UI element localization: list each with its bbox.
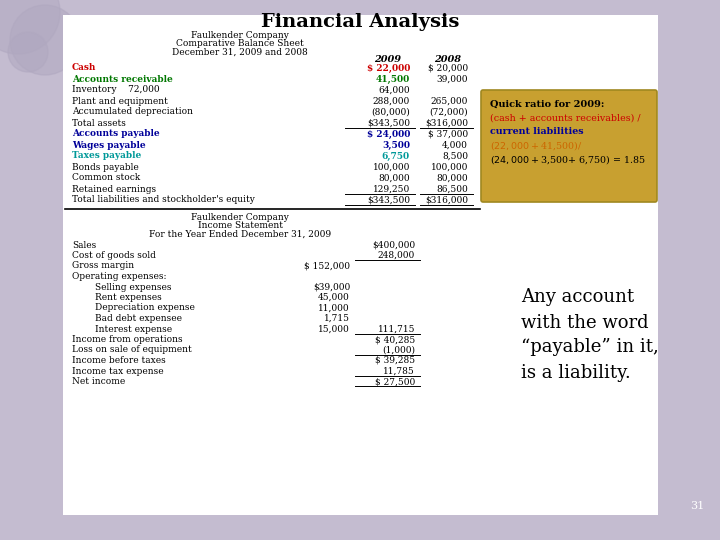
Text: Inventory    72,000: Inventory 72,000 xyxy=(72,85,160,94)
Text: Income from operations: Income from operations xyxy=(72,335,183,344)
Text: 6,750: 6,750 xyxy=(382,152,410,160)
Text: For the Year Ended December 31, 2009: For the Year Ended December 31, 2009 xyxy=(149,230,331,239)
Text: ($24,000+ $3,500+ 6,750) = 1.85: ($24,000+ $3,500+ 6,750) = 1.85 xyxy=(490,153,646,166)
Text: 2008: 2008 xyxy=(434,56,462,64)
Circle shape xyxy=(0,0,60,54)
Text: 2009: 2009 xyxy=(374,56,402,64)
Text: 41,500: 41,500 xyxy=(376,75,410,84)
Text: 45,000: 45,000 xyxy=(318,293,350,302)
Text: (80,000): (80,000) xyxy=(372,107,410,117)
Text: Rent expenses: Rent expenses xyxy=(72,293,162,302)
Text: Sales: Sales xyxy=(72,240,96,249)
Text: Quick ratio for 2009:: Quick ratio for 2009: xyxy=(490,99,604,109)
Text: $ 152,000: $ 152,000 xyxy=(304,261,350,271)
Text: $ 39,285: $ 39,285 xyxy=(375,356,415,365)
Text: Gross margin: Gross margin xyxy=(72,261,134,271)
Text: 15,000: 15,000 xyxy=(318,325,350,334)
Text: Accounts receivable: Accounts receivable xyxy=(72,75,173,84)
Text: Cash: Cash xyxy=(72,64,96,72)
Text: Faulkender Company: Faulkender Company xyxy=(191,213,289,222)
Text: $39,000: $39,000 xyxy=(312,282,350,292)
Text: current liabilities: current liabilities xyxy=(490,127,584,137)
Text: $316,000: $316,000 xyxy=(425,118,468,127)
Text: 11,785: 11,785 xyxy=(383,367,415,375)
Text: 39,000: 39,000 xyxy=(436,75,468,84)
Text: Wages payable: Wages payable xyxy=(72,140,145,150)
Text: $ 24,000: $ 24,000 xyxy=(366,130,410,138)
Text: Faulkender Company: Faulkender Company xyxy=(191,31,289,40)
Text: Operating expenses:: Operating expenses: xyxy=(72,272,166,281)
Text: $343,500: $343,500 xyxy=(367,195,410,205)
Bar xyxy=(63,15,658,515)
Text: 31: 31 xyxy=(690,501,704,511)
Text: 3,500: 3,500 xyxy=(382,140,410,150)
Text: Loss on sale of equipment: Loss on sale of equipment xyxy=(72,346,192,354)
Text: 86,500: 86,500 xyxy=(436,185,468,193)
Text: (cash + accounts receivables) /: (cash + accounts receivables) / xyxy=(490,113,641,123)
Text: (1,000): (1,000) xyxy=(382,346,415,354)
Text: 8,500: 8,500 xyxy=(442,152,468,160)
Text: 265,000: 265,000 xyxy=(431,97,468,105)
Text: 64,000: 64,000 xyxy=(379,85,410,94)
Text: Plant and equipment: Plant and equipment xyxy=(72,97,168,105)
Text: Accumulated depreciation: Accumulated depreciation xyxy=(72,107,193,117)
Text: 4,000: 4,000 xyxy=(442,140,468,150)
Text: 1,715: 1,715 xyxy=(324,314,350,323)
Text: Retained earnings: Retained earnings xyxy=(72,185,156,193)
Text: $ 40,285: $ 40,285 xyxy=(374,335,415,344)
Text: 248,000: 248,000 xyxy=(378,251,415,260)
Text: Income tax expense: Income tax expense xyxy=(72,367,163,375)
Text: $316,000: $316,000 xyxy=(425,195,468,205)
Text: Selling expenses: Selling expenses xyxy=(72,282,171,292)
Text: 129,250: 129,250 xyxy=(373,185,410,193)
Text: Total assets: Total assets xyxy=(72,118,126,127)
Text: $343,500: $343,500 xyxy=(367,118,410,127)
Text: Comparative Balance Sheet: Comparative Balance Sheet xyxy=(176,39,304,49)
FancyBboxPatch shape xyxy=(481,90,657,202)
Text: Financial Analysis: Financial Analysis xyxy=(261,13,459,31)
Text: Income before taxes: Income before taxes xyxy=(72,356,166,365)
Text: $400,000: $400,000 xyxy=(372,240,415,249)
Circle shape xyxy=(8,32,48,72)
Text: $ 27,500: $ 27,500 xyxy=(374,377,415,386)
Text: 100,000: 100,000 xyxy=(373,163,410,172)
Text: $ 22,000: $ 22,000 xyxy=(366,64,410,72)
Text: 11,000: 11,000 xyxy=(318,303,350,313)
Text: Common stock: Common stock xyxy=(72,173,140,183)
Text: 288,000: 288,000 xyxy=(373,97,410,105)
Text: Bad debt expensee: Bad debt expensee xyxy=(72,314,182,323)
Text: $ 37,000: $ 37,000 xyxy=(428,130,468,138)
Text: (72,000): (72,000) xyxy=(429,107,468,117)
Text: 80,000: 80,000 xyxy=(379,173,410,183)
Text: Interest expense: Interest expense xyxy=(72,325,172,334)
Text: Any account
with the word
“payable” in it,
is a liability.: Any account with the word “payable” in i… xyxy=(521,288,659,381)
Text: Depreciation expense: Depreciation expense xyxy=(72,303,195,313)
Text: 111,715: 111,715 xyxy=(377,325,415,334)
Text: $ 20,000: $ 20,000 xyxy=(428,64,468,72)
Text: Net income: Net income xyxy=(72,377,125,386)
Text: Taxes payable: Taxes payable xyxy=(72,152,141,160)
Text: 80,000: 80,000 xyxy=(436,173,468,183)
Text: December 31, 2009 and 2008: December 31, 2009 and 2008 xyxy=(172,48,308,57)
Text: Cost of goods sold: Cost of goods sold xyxy=(72,251,156,260)
Text: Income Statement: Income Statement xyxy=(197,221,282,231)
Text: ($22,000+ $41,500)/: ($22,000+ $41,500)/ xyxy=(490,139,582,152)
Text: Total liabilities and stockholder's equity: Total liabilities and stockholder's equi… xyxy=(72,195,255,205)
Text: Accounts payable: Accounts payable xyxy=(72,130,160,138)
Text: 100,000: 100,000 xyxy=(431,163,468,172)
Text: Bonds payable: Bonds payable xyxy=(72,163,139,172)
Circle shape xyxy=(10,5,80,75)
